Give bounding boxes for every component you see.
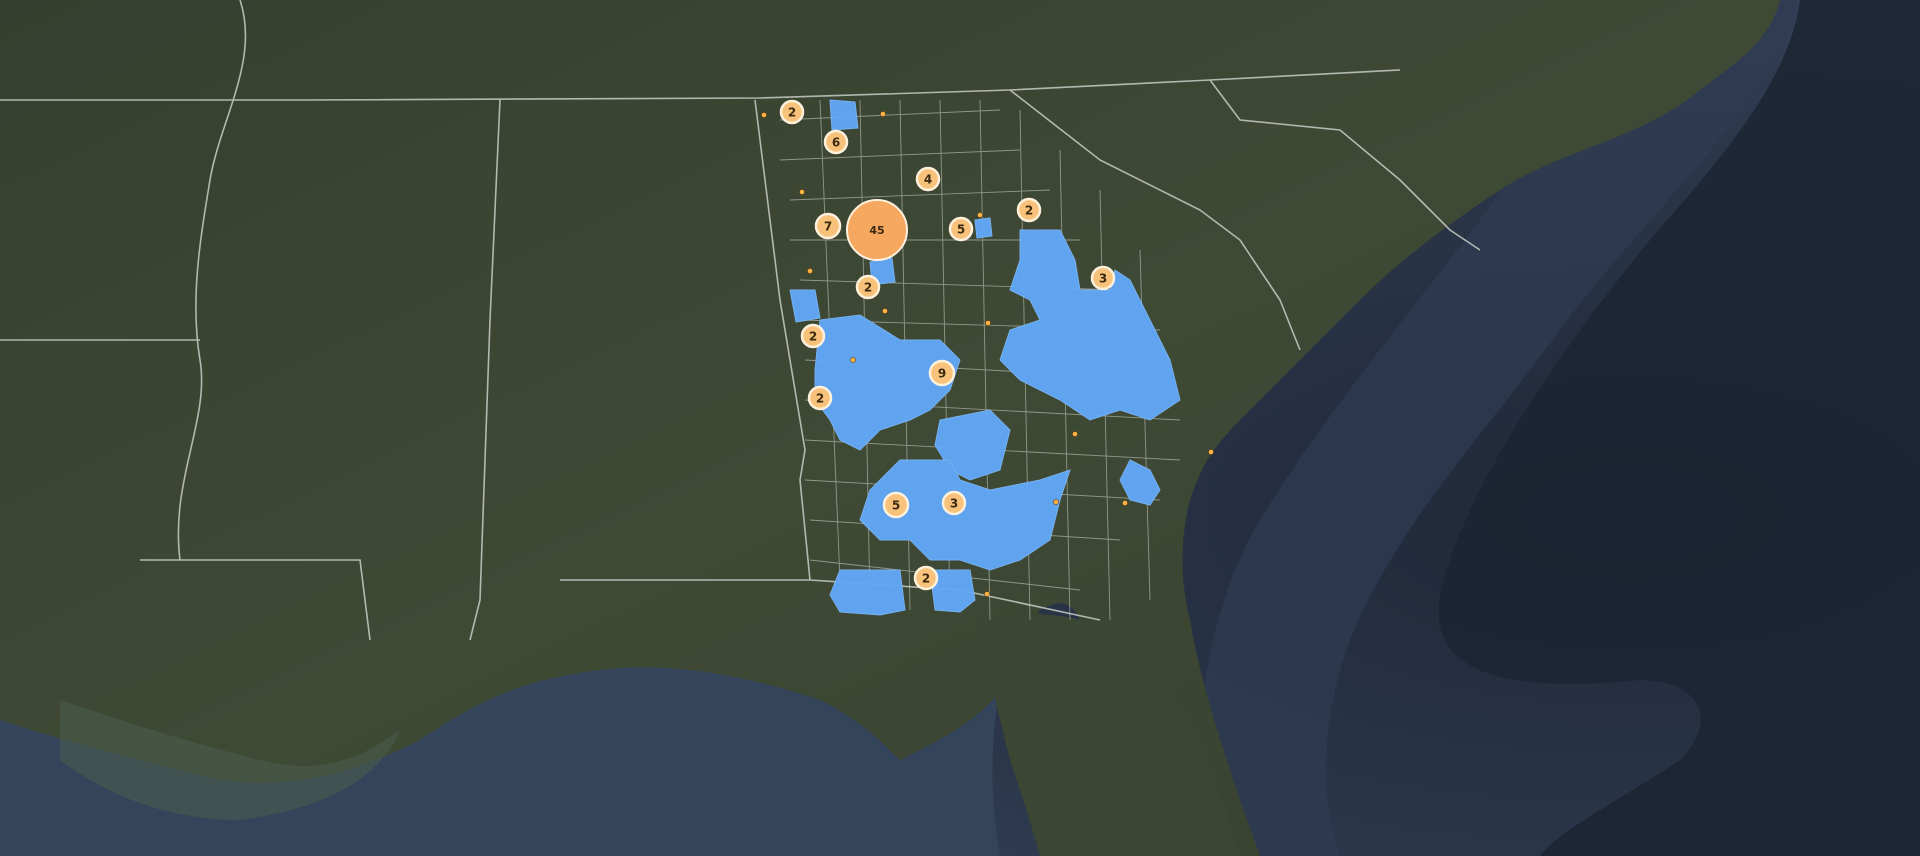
cluster-circle[interactable]: [779, 99, 805, 125]
county-region-southeast[interactable]: [1119, 459, 1161, 506]
cluster-marker[interactable]: 9: [928, 359, 956, 387]
cluster-circle[interactable]: [846, 199, 908, 261]
cluster-circle[interactable]: [882, 491, 910, 519]
boundary-carolinas: [1009, 89, 1301, 351]
county-region-northwest[interactable]: [829, 99, 859, 131]
point-marker[interactable]: [977, 212, 983, 218]
cluster-circle[interactable]: [1016, 197, 1042, 223]
point-marker[interactable]: [761, 112, 767, 118]
cluster-marker[interactable]: 5: [882, 491, 910, 519]
county-region-southwest[interactable]: [829, 569, 906, 616]
point-marker[interactable]: [850, 357, 856, 363]
point-marker[interactable]: [1053, 499, 1059, 505]
cluster-circle[interactable]: [915, 166, 941, 192]
cluster-marker[interactable]: 5: [948, 216, 974, 242]
point-markers: [761, 111, 1214, 597]
point-marker[interactable]: [880, 111, 886, 117]
cluster-marker[interactable]: 6: [823, 129, 849, 155]
cluster-circle[interactable]: [913, 565, 939, 591]
boundary-ms-la: [140, 559, 371, 641]
highlighted-counties: [789, 99, 1181, 616]
cluster-marker[interactable]: 3: [1090, 265, 1116, 291]
point-marker[interactable]: [1208, 449, 1214, 455]
cluster-marker[interactable]: 2: [807, 385, 833, 411]
cluster-circle[interactable]: [814, 212, 842, 240]
cluster-circle[interactable]: [948, 216, 974, 242]
land-mass: [0, 0, 1780, 856]
cluster-marker[interactable]: 3: [941, 490, 967, 516]
point-marker[interactable]: [882, 308, 888, 314]
point-marker[interactable]: [985, 320, 991, 326]
point-marker[interactable]: [1122, 500, 1128, 506]
cluster-circle[interactable]: [823, 129, 849, 155]
cluster-marker[interactable]: 45: [846, 199, 908, 261]
boundary-tennessee: [0, 69, 1401, 101]
county-region-west[interactable]: [789, 289, 821, 323]
cluster-circle[interactable]: [928, 359, 956, 387]
point-marker[interactable]: [984, 591, 990, 597]
cluster-circle[interactable]: [807, 385, 833, 411]
cluster-marker[interactable]: 2: [855, 274, 881, 300]
point-marker[interactable]: [1072, 431, 1078, 437]
cluster-circle[interactable]: [1090, 265, 1116, 291]
cluster-circle[interactable]: [941, 490, 967, 516]
county-region-north-central[interactable]: [974, 217, 993, 239]
boundary-alabama-georgia: [754, 99, 811, 581]
boundary-nc-sc: [1209, 79, 1481, 251]
continental-shelf: [1180, 0, 1800, 856]
cluster-marker[interactable]: 2: [800, 323, 826, 349]
county-region-middle[interactable]: [934, 409, 1011, 481]
cluster-marker[interactable]: 2: [913, 565, 939, 591]
point-marker[interactable]: [807, 268, 813, 274]
point-marker[interactable]: [799, 189, 805, 195]
cluster-marker[interactable]: 7: [814, 212, 842, 240]
florida-peninsula: [980, 614, 1240, 856]
county-region-east-band[interactable]: [999, 229, 1181, 421]
cluster-marker[interactable]: 4: [915, 166, 941, 192]
county-region-south-central[interactable]: [859, 459, 1071, 571]
county-region-south-border[interactable]: [929, 569, 976, 613]
boundary-mississippi-river: [177, 0, 247, 561]
boundary-alabama-mississippi: [469, 99, 501, 641]
gulf-sediment: [60, 700, 400, 820]
shelf-edge: [1438, 0, 1920, 856]
cluster-marker[interactable]: 2: [1016, 197, 1042, 223]
cluster-circle[interactable]: [855, 274, 881, 300]
cluster-marker[interactable]: 2: [779, 99, 805, 125]
cluster-circle[interactable]: [800, 323, 826, 349]
